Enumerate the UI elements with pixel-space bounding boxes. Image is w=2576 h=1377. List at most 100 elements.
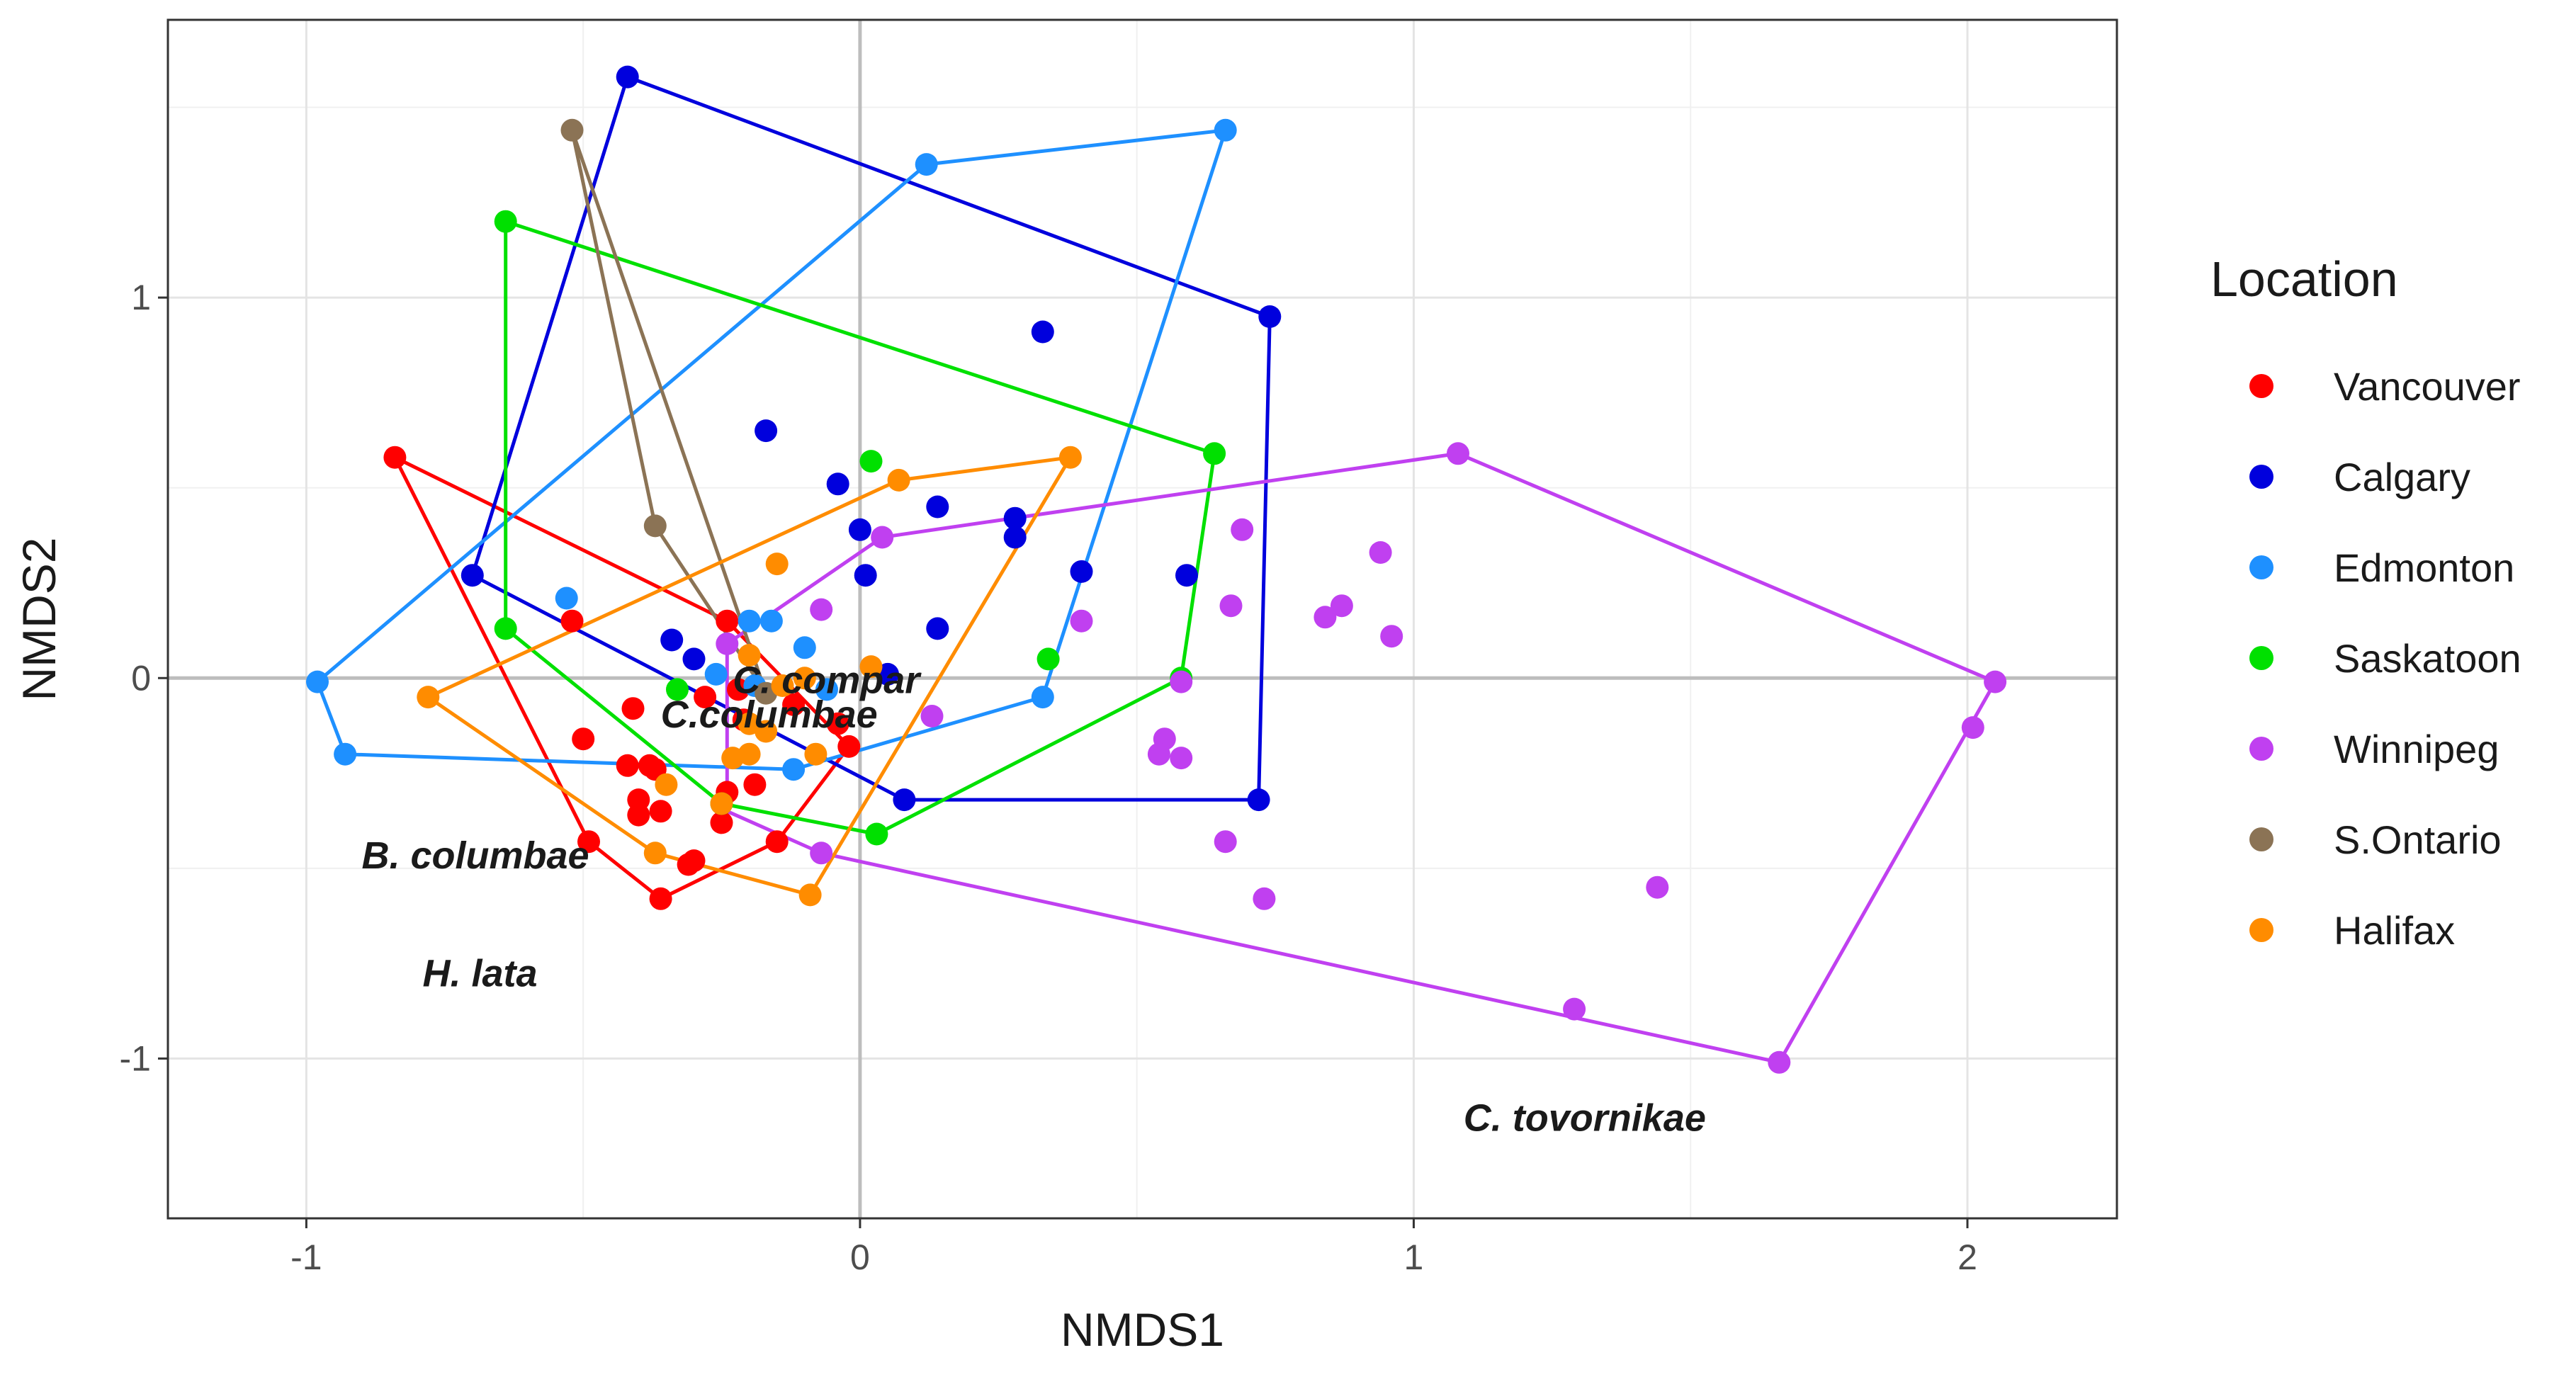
- y-tick-label: -1: [120, 1038, 151, 1078]
- point-calgary: [926, 495, 949, 518]
- point-calgary: [1003, 506, 1027, 530]
- point-edmonton: [738, 609, 761, 633]
- point-winnipeg: [1646, 876, 1669, 899]
- point-vancouver: [694, 686, 717, 709]
- point-halifax: [655, 773, 678, 796]
- point-winnipeg: [1070, 609, 1093, 633]
- point-vancouver: [837, 735, 861, 758]
- hull-halifax: [426, 455, 1073, 897]
- species-label-b-columbae: B. columbae: [362, 834, 589, 877]
- point-edmonton: [555, 586, 578, 610]
- point-calgary: [893, 788, 916, 812]
- point-edmonton: [759, 609, 783, 633]
- x-axis-title: NMDS1: [1061, 1303, 1224, 1356]
- point-calgary: [660, 628, 684, 652]
- point-halifax: [755, 720, 778, 743]
- point-saskatoon: [865, 822, 888, 846]
- point-vancouver: [383, 446, 407, 469]
- legend-key-s-ontario: [2249, 827, 2273, 851]
- point-s-ontario: [560, 118, 584, 142]
- x-tick-label: 0: [850, 1237, 870, 1277]
- x-tick-label: 1: [1404, 1237, 1424, 1277]
- point-calgary: [1031, 320, 1054, 344]
- point-edmonton: [782, 758, 806, 781]
- point-vancouver: [627, 803, 650, 827]
- point-halifax: [710, 792, 733, 815]
- point-vancouver: [782, 693, 806, 716]
- axes: -1 0 1 2 -1 0 1: [120, 278, 1977, 1277]
- point-halifax: [643, 842, 667, 865]
- point-calgary: [461, 564, 484, 587]
- point-edmonton: [915, 153, 938, 176]
- x-tick-label: 2: [1958, 1237, 1977, 1277]
- point-vancouver: [710, 811, 733, 834]
- point-winnipeg: [1768, 1050, 1791, 1074]
- point-winnipeg: [716, 632, 739, 655]
- point-edmonton: [793, 636, 816, 659]
- point-calgary: [682, 647, 706, 671]
- point-calgary: [755, 419, 778, 443]
- point-s-ontario: [643, 514, 667, 538]
- legend-label-edmonton: Edmonton: [2334, 545, 2514, 590]
- species-label-c-tovornikae: C. tovornikae: [1464, 1097, 1706, 1140]
- legend-key-calgary: [2249, 465, 2273, 489]
- point-saskatoon: [494, 210, 517, 233]
- point-vancouver: [577, 830, 600, 854]
- legend-label-calgary: Calgary: [2334, 455, 2470, 499]
- point-winnipeg: [1563, 997, 1586, 1021]
- point-halifax: [771, 674, 794, 697]
- point-winnipeg: [920, 705, 944, 727]
- legend-key-winnipeg: [2249, 737, 2273, 761]
- legend-key-vancouver: [2249, 374, 2273, 398]
- point-winnipeg: [1330, 594, 1353, 618]
- point-calgary: [1070, 560, 1093, 583]
- legend-label-halifax: Halifax: [2334, 908, 2455, 953]
- point-calgary: [854, 564, 877, 587]
- point-calgary: [616, 65, 639, 89]
- point-saskatoon: [1036, 647, 1060, 671]
- point-winnipeg: [810, 598, 833, 621]
- point-saskatoon: [666, 678, 689, 701]
- legend-label-s-ontario: S.Ontario: [2334, 817, 2502, 862]
- point-winnipeg: [1314, 606, 1337, 629]
- point-winnipeg: [1961, 716, 1984, 740]
- species-label-c-columbae: C.columbae: [661, 693, 878, 736]
- point-saskatoon: [859, 450, 883, 473]
- hull-s-ontario: [570, 128, 768, 696]
- point-winnipeg: [1369, 541, 1392, 564]
- point-calgary: [848, 518, 871, 541]
- point-calgary: [1258, 305, 1282, 328]
- point-vancouver: [765, 830, 789, 854]
- point-vancouver: [560, 609, 584, 633]
- point-saskatoon: [1203, 442, 1226, 465]
- point-saskatoon: [494, 617, 517, 640]
- point-winnipeg: [1170, 747, 1193, 770]
- point-winnipeg: [1380, 625, 1403, 648]
- point-winnipeg: [1984, 670, 2007, 693]
- point-vancouver: [649, 800, 672, 823]
- point-vancouver: [716, 609, 739, 633]
- hull-calgary: [470, 75, 1272, 802]
- point-winnipeg: [1253, 887, 1276, 910]
- point-edmonton: [1031, 686, 1054, 709]
- legend-label-winnipeg: Winnipeg: [2334, 727, 2499, 771]
- point-edmonton: [306, 670, 329, 693]
- legend-key-edmonton: [2249, 555, 2273, 579]
- point-vancouver: [826, 712, 849, 735]
- species-label-c-compar: C. compar: [733, 659, 922, 702]
- point-vancouver: [649, 887, 672, 910]
- point-halifax: [793, 667, 816, 690]
- species-label-h-lata: H. lata: [423, 952, 538, 994]
- point-winnipeg: [1219, 594, 1243, 618]
- point-vancouver: [682, 849, 706, 873]
- legend-key-halifax: [2249, 918, 2273, 942]
- point-vancouver: [572, 727, 595, 751]
- point-winnipeg: [1447, 442, 1469, 465]
- point-halifax: [738, 644, 761, 667]
- point-calgary: [1003, 526, 1027, 549]
- point-edmonton: [334, 742, 357, 766]
- point-winnipeg: [810, 842, 833, 865]
